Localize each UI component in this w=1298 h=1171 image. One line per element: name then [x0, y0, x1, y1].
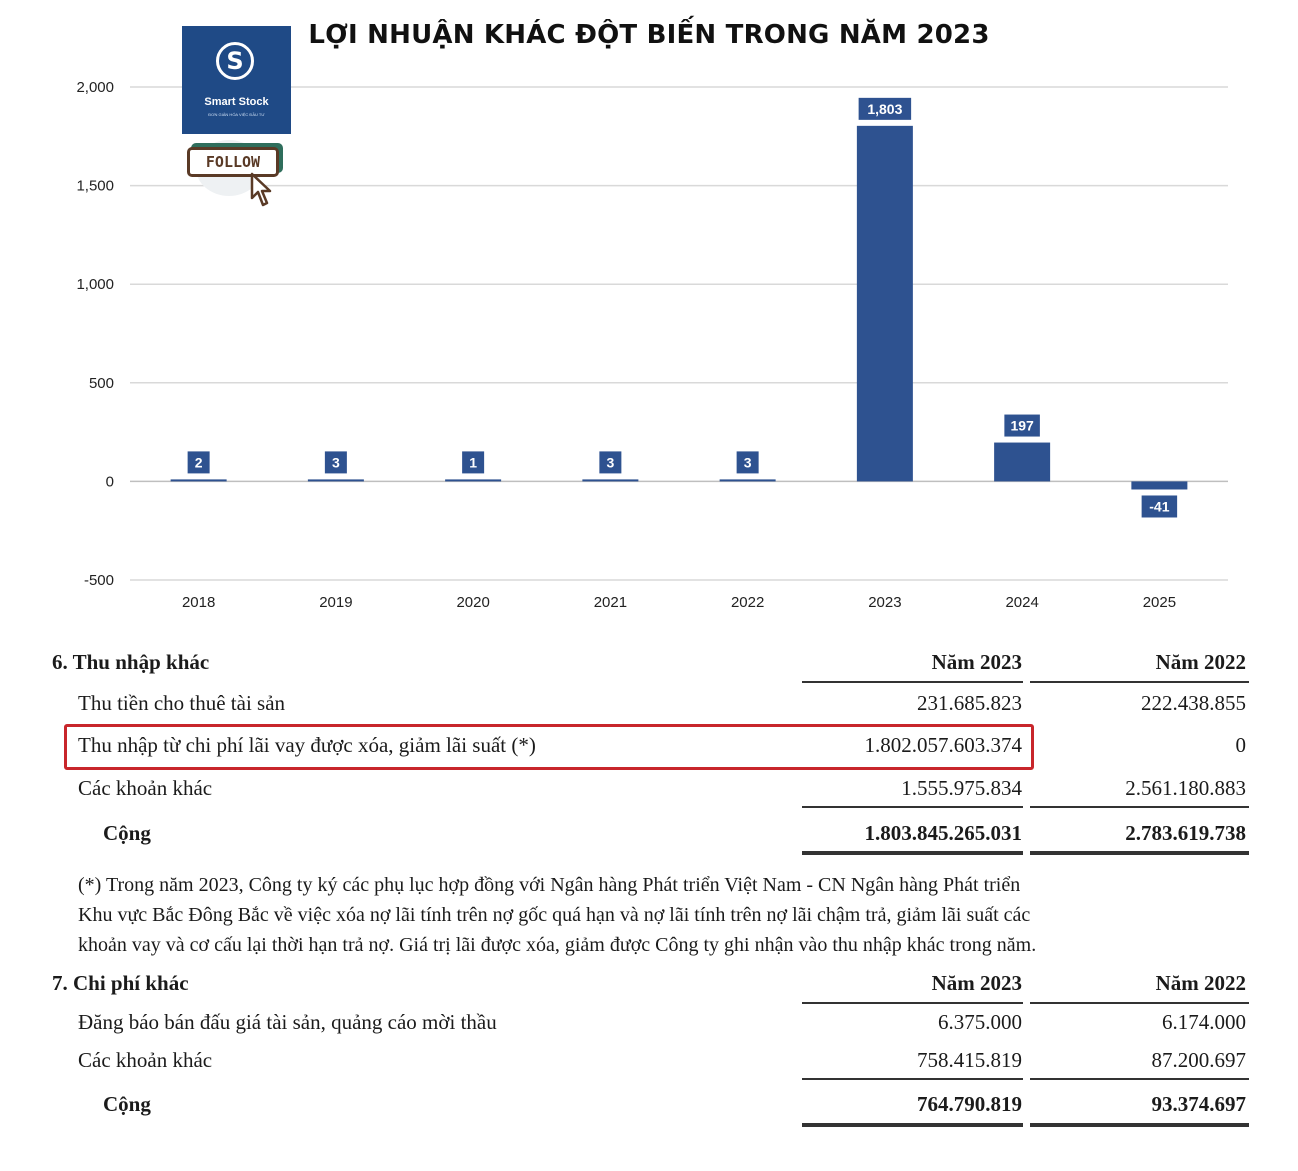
column-header-2023: Năm 2023 — [931, 971, 1022, 995]
table-row-label: Thu nhập từ chi phí lãi vay được xóa, gi… — [78, 733, 536, 757]
bar — [307, 479, 364, 482]
total-row-label: Cộng — [103, 821, 151, 845]
data-label: 3 — [606, 454, 614, 470]
column-header-2022: Năm 2022 — [1155, 650, 1246, 674]
y-tick-label: -500 — [84, 572, 114, 589]
header-underline — [802, 681, 1023, 683]
table-cell-2023: 758.415.819 — [917, 1048, 1022, 1072]
table-cell-2022: 0 — [1235, 733, 1247, 757]
footnote-line: khoản vay và cơ cấu lại thời hạn trả nợ.… — [78, 934, 1037, 956]
data-label-box — [599, 451, 622, 474]
table-cell-2022: 6.174.000 — [1162, 1010, 1246, 1034]
y-tick-label: 2,000 — [76, 79, 114, 96]
data-label-box — [736, 451, 759, 474]
data-label: 1 — [469, 454, 477, 470]
data-label: 1,803 — [867, 101, 902, 117]
chart-title: LỢI NHUẬN KHÁC ĐỘT BIẾN TRONG NĂM 2023 — [308, 20, 990, 50]
y-tick-label: 1,500 — [76, 178, 114, 195]
table-cell-2023: 1.555.975.834 — [901, 776, 1022, 800]
column-header-2023: Năm 2023 — [931, 650, 1022, 674]
bar — [445, 479, 502, 482]
table-row-label: Các khoản khác — [78, 776, 213, 800]
x-tick-label: 2021 — [594, 594, 627, 611]
total-double-line — [802, 1123, 1023, 1127]
highlight-box — [64, 724, 1034, 770]
total-row-label: Cộng — [103, 1092, 151, 1116]
total-cell-2022: 2.783.619.738 — [1125, 821, 1246, 845]
smart-stock-logo[interactable]: S Smart Stock ĐƠN GIẢN HÓA VIỆC ĐẦU TƯ — [182, 26, 291, 134]
data-label-box — [187, 451, 210, 474]
footnote-line: Khu vực Bắc Đông Bắc về việc xóa nợ lãi … — [78, 904, 1031, 926]
table-row-label: Thu tiền cho thuê tài sản — [78, 691, 286, 715]
follow-button[interactable]: FOLLOW — [187, 147, 279, 177]
bar-chart: 2,000 1,500 1,000 500 0 -500 2 3 1 3 3 1,803 197 -41… — [76, 79, 1228, 611]
table-cell-2023: 231.685.823 — [917, 691, 1022, 715]
y-tick-label: 1,000 — [76, 276, 114, 293]
data-label-box — [324, 451, 347, 474]
total-cell-2022: 93.374.697 — [1151, 1092, 1247, 1116]
total-double-line — [1030, 1123, 1249, 1127]
data-label: 2 — [195, 454, 203, 470]
bar — [582, 479, 639, 482]
data-label-box — [858, 97, 912, 120]
y-axis-tick-labels: 2,000 1,500 1,000 500 0 -500 — [76, 79, 114, 589]
subtotal-line — [1030, 1078, 1249, 1080]
x-tick-label: 2025 — [1143, 594, 1176, 611]
bar — [856, 125, 913, 482]
total-double-line — [802, 851, 1023, 855]
data-labels: 2 3 1 3 3 1,803 197 -41 — [187, 97, 1178, 518]
bars — [170, 125, 1188, 490]
table-cell-2023: 1.802.057.603.374 — [864, 733, 1023, 757]
subtotal-line — [802, 1078, 1023, 1080]
footnote-line: (*) Trong năm 2023, Công ty ký các phụ l… — [78, 874, 1021, 896]
x-tick-label: 2022 — [731, 594, 764, 611]
y-tick-label: 500 — [89, 375, 114, 392]
data-label: -41 — [1149, 498, 1169, 514]
data-label-box — [1141, 495, 1178, 518]
table-cell-2023: 6.375.000 — [938, 1010, 1022, 1034]
bar — [170, 479, 227, 482]
header-underline — [802, 1002, 1023, 1004]
bar — [719, 479, 776, 482]
pointer-cursor-icon — [250, 172, 272, 207]
header-underline — [1030, 681, 1249, 683]
x-tick-label: 2024 — [1005, 594, 1038, 611]
footnote: (*) Trong năm 2023, Công ty ký các phụ l… — [78, 870, 1036, 960]
table-cell-2022: 222.438.855 — [1141, 691, 1246, 715]
subtotal-line — [802, 806, 1023, 808]
lightbulb-s-icon: S — [216, 42, 254, 80]
data-label: 3 — [744, 454, 752, 470]
table-cell-2022: 2.561.180.883 — [1125, 776, 1246, 800]
bar — [1131, 481, 1188, 490]
logo-name: Smart Stock — [204, 96, 269, 108]
x-tick-label: 2018 — [182, 594, 215, 611]
y-tick-label: 0 — [106, 473, 114, 490]
bar — [994, 442, 1051, 482]
subtotal-line — [1030, 806, 1249, 808]
data-label-box — [462, 451, 485, 474]
section-title: 7. Chi phí khác — [52, 971, 189, 995]
total-cell-2023: 1.803.845.265.031 — [864, 821, 1023, 845]
header-underline — [1030, 1002, 1249, 1004]
x-axis-tick-labels: 2018 2019 2020 2021 2022 2023 2024 2025 — [182, 594, 1176, 611]
data-label-box — [1004, 414, 1040, 437]
x-tick-label: 2020 — [456, 594, 489, 611]
x-tick-label: 2023 — [868, 594, 901, 611]
grid-lines — [130, 86, 1228, 581]
section-title: 6. Thu nhập khác — [52, 650, 210, 674]
data-label: 197 — [1010, 418, 1034, 434]
data-label: 3 — [332, 454, 340, 470]
total-double-line — [1030, 851, 1249, 855]
column-header-2022: Năm 2022 — [1155, 971, 1246, 995]
x-tick-label: 2019 — [319, 594, 352, 611]
table-row-label: Các khoản khác — [78, 1048, 213, 1072]
logo-tagline: ĐƠN GIẢN HÓA VIỆC ĐẦU TƯ — [208, 112, 265, 117]
total-cell-2023: 764.790.819 — [917, 1092, 1022, 1116]
table-cell-2022: 87.200.697 — [1151, 1048, 1247, 1072]
table-row-label: Đăng báo bán đấu giá tài sản, quảng cáo … — [78, 1010, 497, 1034]
